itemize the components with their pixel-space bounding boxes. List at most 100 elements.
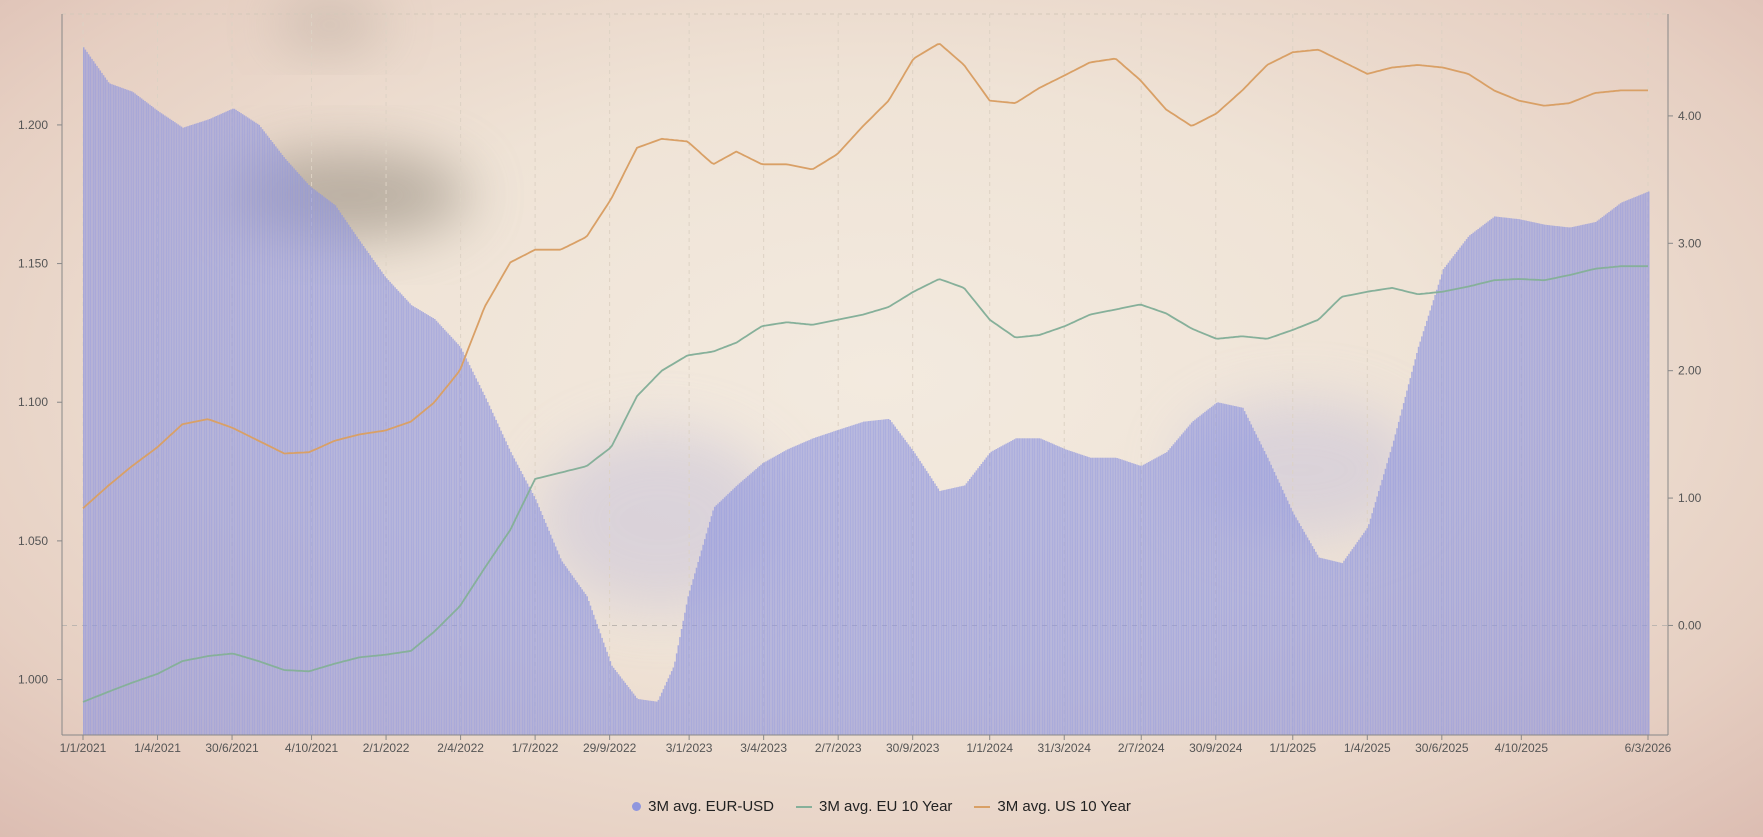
eurusd-bar (851, 425, 853, 735)
eurusd-bar (1301, 528, 1304, 735)
eurusd-bar (285, 159, 287, 736)
eurusd-bar (884, 419, 887, 735)
eurusd-bar (101, 72, 103, 735)
eurusd-bar (1467, 236, 1469, 735)
eurusd-bar (1083, 455, 1085, 735)
eurusd-bar (498, 427, 501, 735)
eurusd-bar (1074, 452, 1077, 735)
eurusd-bar (1139, 465, 1142, 735)
eurusd-bar (185, 126, 188, 736)
eurusd-bar (657, 699, 660, 735)
eurusd-bar (1020, 438, 1022, 735)
eurusd-bar (1374, 502, 1377, 735)
eurusd-bar (909, 446, 911, 735)
eurusd-bar (717, 503, 719, 735)
eurusd-bar (606, 651, 608, 735)
eurusd-bar (397, 290, 400, 735)
eurusd-bar (306, 183, 309, 735)
eurusd-bar (1303, 531, 1306, 735)
eurusd-bar (728, 492, 731, 735)
eurusd-bar (892, 424, 895, 735)
eurusd-bar (1248, 421, 1251, 735)
eurusd-bar (309, 186, 312, 736)
eurusd-bar (1232, 405, 1234, 735)
eurusd-bar (710, 516, 713, 735)
eurusd-bar (1633, 197, 1635, 735)
eurusd-bar (1339, 562, 1342, 735)
eurusd-bar (995, 449, 997, 735)
eurusd-bar (839, 429, 842, 735)
eurusd-bar (841, 428, 843, 735)
eurusd-bar (1618, 204, 1620, 735)
eurusd-bar (985, 457, 988, 735)
eurusd-bar (564, 566, 567, 735)
eurusd-bar (1455, 251, 1458, 735)
legend-label: 3M avg. EUR-USD (648, 798, 774, 815)
eurusd-bar (338, 210, 340, 736)
eurusd-bar (723, 497, 726, 735)
eurusd-bar (1176, 440, 1178, 735)
eurusd-bar (1485, 222, 1488, 735)
eurusd-bar (899, 433, 901, 735)
eurusd-bar (505, 441, 507, 735)
eurusd-bar (1588, 223, 1590, 735)
x-tick-label: 3/4/2023 (740, 741, 787, 755)
eurusd-bar (1179, 436, 1181, 735)
legend-item-eurusd[interactable]: 3M avg. EUR-USD (632, 798, 774, 815)
eurusd-bar (1106, 457, 1108, 735)
eurusd-bar (621, 678, 623, 735)
eurusd-bar (1108, 457, 1110, 735)
eurusd-bar (1484, 223, 1486, 735)
x-tick-label: 29/9/2022 (583, 741, 637, 755)
eurusd-bar (1439, 279, 1441, 735)
eurusd-bar (559, 558, 562, 735)
eurusd-bar (1129, 462, 1132, 735)
eurusd-bar (1118, 458, 1120, 735)
eurusd-bar (1434, 295, 1436, 735)
eurusd-bar (1397, 421, 1400, 735)
eurusd-bar (659, 696, 661, 735)
eurusd-bar (891, 422, 893, 735)
eurusd-bar (814, 437, 817, 735)
eurusd-bar (1462, 243, 1465, 735)
eurusd-bar (202, 121, 204, 736)
eurusd-bar (170, 119, 173, 735)
eurusd-bar (447, 333, 449, 735)
eurusd-bar (1459, 247, 1461, 735)
eurusd-bar (1421, 336, 1423, 735)
eurusd-bar (377, 267, 380, 735)
eurusd-bar (1411, 371, 1413, 735)
eurusd-bar (1270, 464, 1272, 735)
eurusd-bar (379, 269, 381, 735)
eurusd-bar (237, 111, 239, 735)
eurusd-bar (675, 653, 678, 735)
legend-item-eu-10y[interactable]: 3M avg. EU 10 Year (796, 798, 952, 815)
eurusd-bar (424, 313, 426, 735)
eurusd-bar (1041, 439, 1044, 735)
eurusd-bar (96, 65, 98, 735)
eurusd-bar (164, 115, 166, 735)
eurusd-bar (248, 118, 251, 735)
eurusd-bar (210, 118, 213, 736)
x-tick-label: 4/10/2025 (1495, 741, 1549, 755)
eurusd-bar (670, 671, 673, 735)
eurusd-bar (588, 601, 590, 735)
eurusd-bar (1291, 511, 1294, 735)
eurusd-bar (1144, 463, 1147, 735)
eurusd-bar (1568, 227, 1571, 735)
eurusd-bar (1508, 218, 1511, 736)
eurusd-bar (1111, 457, 1113, 735)
eurusd-bar (91, 58, 93, 735)
legend-item-us-10y[interactable]: 3M avg. US 10 Year (974, 798, 1131, 815)
eurusd-bar (1280, 486, 1282, 735)
eurusd-bar (612, 667, 615, 735)
eurusd-bar (372, 260, 375, 735)
eurusd-bar (1252, 427, 1254, 735)
eurusd-bar (402, 296, 405, 735)
eurusd-bar (94, 63, 97, 736)
eurusd-bar (1648, 191, 1650, 735)
eurusd-bar (1089, 457, 1092, 735)
eurusd-bar (1452, 256, 1455, 735)
eurusd-bar (169, 118, 171, 736)
eurusd-bar (371, 257, 373, 735)
